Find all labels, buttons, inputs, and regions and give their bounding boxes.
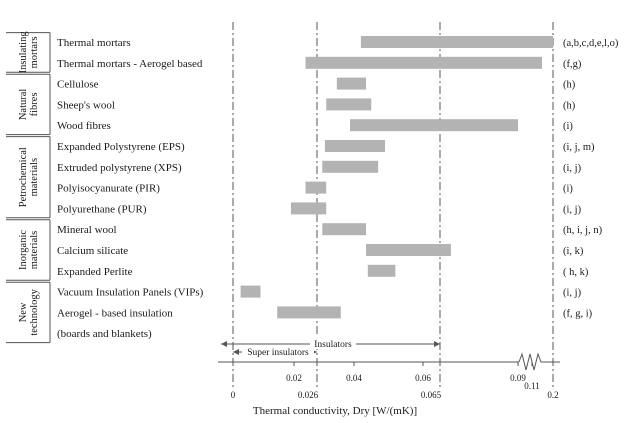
- x-tick-label: 0.06: [415, 373, 431, 383]
- material-label: Vacuum Insulation Panels (VIPs): [57, 287, 204, 299]
- x-tick-label: 0.09: [510, 373, 526, 383]
- group-label-line: materials: [29, 231, 40, 269]
- reference-code: (i, j): [563, 163, 582, 174]
- reference-code: (f, g, i): [563, 308, 593, 319]
- reference-code: (i, j): [563, 288, 582, 299]
- range-bar: [322, 160, 379, 173]
- group-label-line: Insulating: [18, 31, 29, 74]
- x-tick-label: 0.02: [286, 373, 302, 383]
- group-label-line: Inorganic: [18, 230, 29, 270]
- zone-arrowhead: [221, 341, 227, 347]
- group-label: New technology: [18, 288, 40, 335]
- reference-code: (i): [563, 121, 573, 132]
- range-bar: [240, 285, 261, 298]
- group-label: Insulating mortars: [18, 31, 40, 74]
- material-label: Expanded Polystyrene (EPS): [57, 141, 185, 153]
- material-label: Thermal mortars: [57, 37, 131, 49]
- range-bar: [305, 181, 327, 194]
- material-label: (boards and blankets): [57, 328, 152, 340]
- reference-code: (i, k): [563, 246, 584, 257]
- reference-code: (h): [563, 100, 576, 111]
- material-label: Wood fibres: [57, 120, 111, 132]
- x-tick-label: 0.04: [346, 373, 362, 383]
- zone-label-bg: [242, 345, 314, 357]
- group-label-line: fibres: [29, 92, 40, 116]
- zone-label-bg: [310, 337, 356, 349]
- group-label-line: materials: [29, 158, 40, 196]
- range-bar: [324, 140, 386, 152]
- range-bar: [366, 244, 451, 256]
- x-tick-label: 0.026: [298, 390, 319, 400]
- insulators-label: Insulators: [314, 340, 352, 350]
- x-tick-label: 0.11: [524, 381, 539, 391]
- group-label-line: New: [18, 302, 29, 322]
- material-label: Thermal mortars - Aerogel based: [57, 58, 203, 70]
- reference-code: (i): [563, 184, 573, 195]
- super-insulators-label: Super insulators: [247, 348, 309, 358]
- range-bar: [367, 264, 396, 277]
- reference-code: ( h, k): [563, 267, 589, 278]
- range-bar: [290, 202, 327, 215]
- group-label-line: mortars: [29, 36, 40, 68]
- group-label-line: technology: [29, 288, 40, 335]
- material-label: Extruded polystyrene (XPS): [57, 162, 182, 174]
- zone-arrowhead: [434, 341, 440, 347]
- range-bar: [322, 223, 367, 236]
- x-tick-label: 0: [231, 390, 236, 400]
- material-label: Mineral wool: [57, 224, 117, 236]
- group-label: Petrochemical materials: [18, 147, 40, 207]
- group-label-line: Petrochemical: [18, 147, 29, 207]
- group-label: Inorganic materials: [18, 230, 40, 270]
- x-tick-label: 0.065: [421, 390, 442, 400]
- material-label: Aerogel - based insulation: [57, 307, 173, 319]
- material-label: Sheep's wool: [57, 99, 115, 111]
- material-label: Calcium silicate: [57, 245, 128, 257]
- range-bar: [326, 98, 372, 111]
- x-axis-label: Thermal conductivity, Dry [W/(mK)]: [253, 405, 417, 417]
- material-label: Polyisocyanurate (PIR): [57, 183, 160, 195]
- material-label: Cellulose: [57, 79, 99, 91]
- range-bar: [336, 77, 367, 90]
- group-label: Natural fibres: [18, 89, 40, 121]
- reference-code: (h): [563, 80, 576, 91]
- reference-code: (f,g): [563, 59, 582, 70]
- reference-code: (i, j): [563, 204, 582, 215]
- zone-arrowhead: [233, 349, 239, 355]
- reference-code: (i, j, m): [563, 142, 595, 153]
- range-bar: [360, 36, 553, 48]
- reference-code: (h, i, j, n): [563, 225, 603, 236]
- material-label: Expanded Perlite: [57, 266, 133, 278]
- material-label: Polyurethane (PUR): [57, 203, 147, 215]
- x-tick-label: 0.2: [547, 390, 558, 400]
- reference-code: (a,b,c,d,e,l,o): [563, 38, 619, 49]
- range-bar: [350, 119, 518, 132]
- range-bar: [305, 56, 543, 69]
- range-bar: [277, 306, 341, 319]
- group-label-line: Natural: [18, 89, 29, 121]
- axis-break: [518, 352, 560, 371]
